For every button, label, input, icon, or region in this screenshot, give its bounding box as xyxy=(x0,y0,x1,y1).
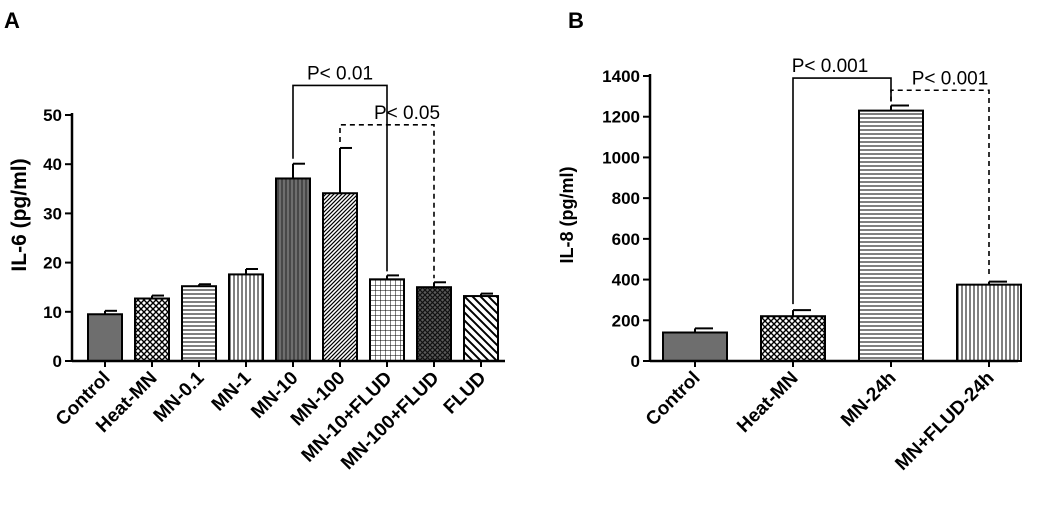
panelA-bar-mn-100 xyxy=(322,192,358,362)
panel-a-axes xyxy=(70,113,505,363)
panel-a-annotations: P< 0.01P< 0.05 xyxy=(292,63,440,279)
panel-b-y-axis-label: IL-8 (pg/ml) xyxy=(557,167,577,264)
panelA-significance-bracket xyxy=(339,124,435,279)
panel-b-y-ticks: 0 200 400 600 800 1000 1200 1400 xyxy=(602,67,650,371)
panelA-y-tick-label: 40 xyxy=(43,155,62,174)
panelB-y-tick-label: 200 xyxy=(612,311,640,330)
panelB-y-tick-label: 600 xyxy=(612,230,640,249)
panelA-y-tick-label: 50 xyxy=(43,106,62,125)
panelB-y-tick-label: 400 xyxy=(612,271,640,290)
panelB-bar-mn-24h xyxy=(858,109,924,362)
panelA-bar-heat-mn xyxy=(134,297,170,362)
panelB-significance-label: P< 0.001 xyxy=(792,56,869,77)
panel-b-letter: B xyxy=(568,8,584,33)
panelA-x-tick-label-flud: FLUD xyxy=(440,368,491,419)
panelB-bar-heat-mn xyxy=(760,315,826,363)
panelA-significance-label: P< 0.01 xyxy=(307,63,373,84)
panelB-y-tick-label: 800 xyxy=(612,189,640,208)
panelB-x-tick-label-mn-24h: MN-24h xyxy=(837,368,900,431)
panelA-bar-control xyxy=(87,313,123,363)
panelA-y-tick-label: 20 xyxy=(43,254,62,273)
panelA-bar-mn-0-1 xyxy=(181,285,217,362)
panelB-y-tick-label: 1200 xyxy=(602,108,640,127)
panelB-y-tick-label: 0 xyxy=(631,352,640,371)
panelA-y-tick-label: 10 xyxy=(43,303,62,322)
panelB-bar-control xyxy=(662,331,728,362)
panel-b-annotations: P< 0.001 P< 0.001 xyxy=(792,56,990,305)
panelB-x-tick-label-control: Control xyxy=(642,368,705,431)
panelA-significance-bracket xyxy=(292,84,388,272)
panel-a-bars xyxy=(87,146,499,363)
panel-b-axes xyxy=(648,74,1018,363)
panelB-significance-label: P< 0.001 xyxy=(912,68,989,89)
panelA-x-tick-label-mn-0-1: MN-0.1 xyxy=(150,367,209,426)
panelA-bar-flud xyxy=(463,295,499,362)
panelB-significance-bracket xyxy=(890,89,990,278)
panel-a-y-ticks: 0 10 20 30 40 50 xyxy=(43,106,72,371)
panel-b-bars xyxy=(662,104,1022,363)
panel-a-letter: A xyxy=(4,8,20,33)
panelA-y-tick-label: 30 xyxy=(43,204,62,223)
panel-b: B IL-8 (pg/ml) 0 200 400 600 800 1000 1200 1400… xyxy=(557,8,1022,475)
panel-a: A IL-6 (pg/ml) 0 10 20 30 40 50 P< 0.01P< 0.0… xyxy=(4,8,505,474)
panelA-bar-mn-100-flud xyxy=(416,286,452,363)
panelA-bar-mn-10 xyxy=(275,177,311,362)
panelB-y-tick-label: 1400 xyxy=(602,67,640,86)
panelB-x-tick-label-heat-mn: Heat-MN xyxy=(733,368,802,437)
panelA-bar-mn-1 xyxy=(228,273,264,362)
panelA-bar-mn-10-flud xyxy=(369,278,405,362)
panel-a-y-axis-label: IL-6 (pg/ml) xyxy=(8,158,31,271)
panelB-x-tick-label-mn-flud-24h: MN+FLUD-24h xyxy=(891,368,998,475)
panelB-bar-mn-flud-24h xyxy=(956,283,1022,362)
panelB-y-tick-label: 1000 xyxy=(602,148,640,167)
panelA-y-tick-label: 0 xyxy=(53,352,62,371)
panelA-significance-label: P< 0.05 xyxy=(374,103,440,124)
